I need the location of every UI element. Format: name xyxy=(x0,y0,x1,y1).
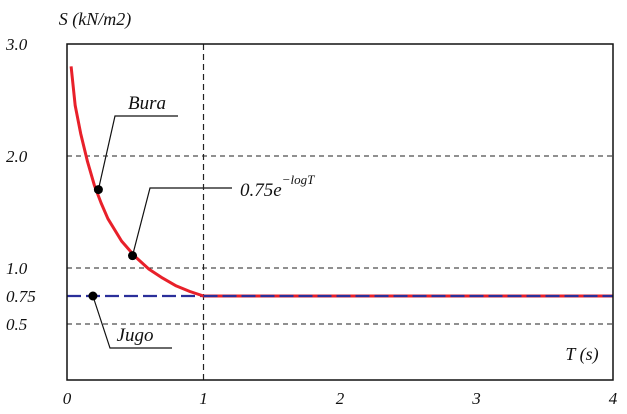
marker-point xyxy=(88,291,98,301)
x-tick-label: 4 xyxy=(609,389,618,408)
markers xyxy=(88,185,138,301)
series-layer xyxy=(67,66,613,298)
formula-exponent: −logT xyxy=(282,172,315,187)
marker-point xyxy=(128,251,138,261)
marker-point xyxy=(93,185,103,195)
x-tick-label: 3 xyxy=(471,389,481,408)
formula-label: 0.75e−logT xyxy=(240,172,315,201)
y-tick-label: 3.0 xyxy=(5,35,28,54)
y-tick-label: 0.75 xyxy=(6,287,36,306)
x-tick-labels: 0 1 2 3 4 xyxy=(63,389,618,408)
y-tick-label: 1.0 xyxy=(6,259,28,278)
y-axis-title: S (kN/m2) xyxy=(59,9,131,30)
formula-leader xyxy=(131,187,232,256)
x-axis-title: T (s) xyxy=(565,344,598,365)
x-tick-label: 1 xyxy=(199,389,208,408)
y-tick-label: 2.0 xyxy=(6,147,28,166)
grid xyxy=(67,44,613,380)
formula-base: 0.75e xyxy=(240,180,282,201)
y-tick-label: 0.5 xyxy=(6,315,27,334)
bura-label: Bura xyxy=(128,93,166,114)
y-tick-labels: 3.0 2.0 1.0 0.75 0.5 xyxy=(5,35,36,334)
jugo-leader xyxy=(92,295,172,349)
x-tick-label: 2 xyxy=(336,389,345,408)
annotation-leaders xyxy=(92,115,232,349)
bura-leader xyxy=(97,115,178,190)
plot-frame xyxy=(66,43,614,381)
x-tick-label: 0 xyxy=(63,389,72,408)
jugo-label: Jugo xyxy=(117,325,154,346)
